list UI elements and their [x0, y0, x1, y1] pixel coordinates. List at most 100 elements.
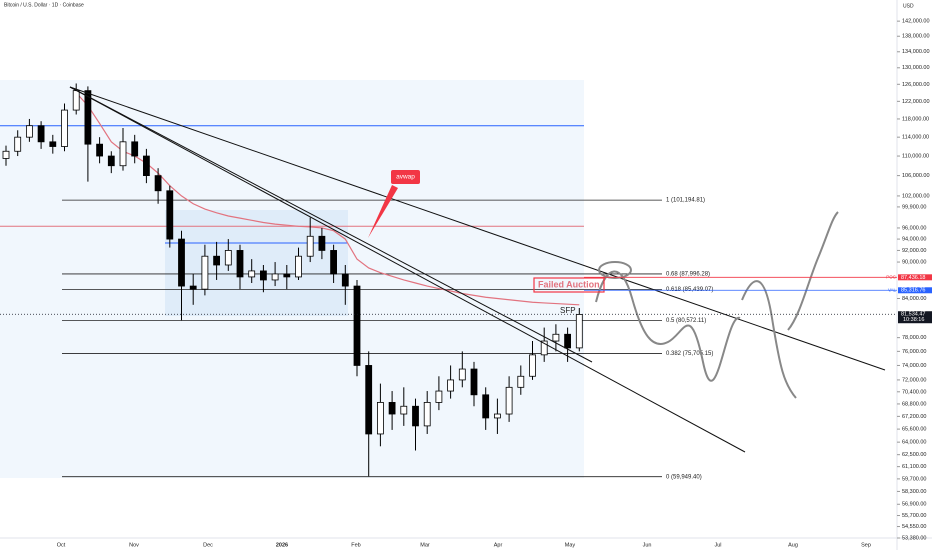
y-tick-label: 94,000.00 — [902, 237, 926, 243]
projection-sketch — [595, 211, 839, 399]
x-tick-label: Mar — [420, 542, 430, 548]
y-tick-label: 64,000.00 — [902, 440, 926, 446]
candle-body — [447, 379, 455, 392]
fib-label: 0.5 (80,572.11) — [666, 318, 706, 324]
x-tick-label: 2026 — [276, 542, 288, 548]
fib-label: 0 (59,949.40) — [666, 474, 702, 480]
candle-body — [213, 255, 221, 266]
y-tick-label: 61,100.00 — [902, 464, 926, 470]
x-tick-label: May — [565, 542, 576, 548]
y-tick-label: 67,200.00 — [902, 414, 926, 420]
callout-pointer — [368, 185, 398, 238]
candle-body — [72, 90, 80, 111]
x-tick-label: Sep — [861, 542, 871, 548]
candle-body — [330, 250, 338, 275]
price-tag — [898, 311, 932, 324]
candle-body — [189, 285, 197, 290]
y-tick-label: 142,000.00 — [902, 19, 930, 25]
candle-body — [96, 143, 103, 157]
price-tag-name: POC — [886, 275, 897, 280]
candle-body — [14, 136, 22, 152]
candle-body — [482, 394, 490, 419]
candle-body — [166, 190, 174, 240]
candle-body — [388, 402, 396, 415]
x-tick-label: Apr — [494, 542, 503, 548]
x-tick-label: Oct — [57, 542, 66, 548]
candle-body — [470, 368, 478, 396]
y-tick-label: 90,000.00 — [902, 260, 926, 266]
fib-label: 0.382 (75,705.15) — [666, 351, 713, 357]
candle-body — [435, 390, 443, 403]
x-tick-label: Feb — [351, 542, 360, 548]
candle-body — [552, 333, 560, 342]
y-tick-label: 56,900.00 — [902, 502, 926, 508]
sketch-circle — [598, 261, 632, 279]
trendline — [69, 86, 886, 371]
y-tick-label: 58,300.00 — [902, 489, 926, 495]
y-tick-label: 130,000.00 — [902, 65, 930, 71]
candle-body — [154, 175, 162, 192]
candle-body — [178, 238, 185, 287]
x-tick-label: Aug — [788, 542, 798, 548]
candle-body — [201, 255, 209, 290]
candle-body — [37, 125, 45, 143]
candle-body — [540, 340, 548, 356]
candle-body — [564, 333, 571, 349]
candle-body — [271, 273, 279, 281]
sfp-label: SFP — [560, 306, 576, 315]
trendline — [69, 86, 746, 453]
price-tag-label: 85,316.76 — [901, 288, 925, 294]
y-tick-label: 54,550.00 — [902, 524, 926, 530]
candle-body — [49, 141, 57, 147]
price-tag — [898, 287, 932, 294]
candle-body — [412, 405, 419, 427]
candle-body — [400, 405, 408, 415]
candle-body — [517, 375, 525, 388]
plot: 1 (101,194.81)0.68 (87,996.28)0.618 (85,… — [0, 83, 713, 480]
candle-body — [341, 273, 349, 287]
price-tag-label: 81,534.47 — [901, 312, 925, 318]
candle-body — [131, 141, 139, 157]
candle-body — [376, 402, 384, 435]
avwap-callout — [391, 170, 420, 184]
y-tick-label: 106,000.00 — [902, 173, 930, 179]
price-tag-name: VAL — [888, 287, 897, 292]
candle-body — [107, 155, 115, 167]
y-tick-label: 53,380.00 — [902, 535, 926, 541]
y-tick-label: 70,400.00 — [902, 389, 926, 395]
y-tick-label: 68,800.00 — [902, 401, 926, 407]
symbol-title: Bitcoin / U.S. Dollar · 1D · Coinbase — [4, 2, 84, 8]
y-tick-label: 55,700.00 — [902, 513, 926, 519]
candle-body — [224, 250, 232, 266]
candle-body — [306, 235, 314, 257]
candle-body — [458, 368, 466, 381]
candle-body — [61, 109, 68, 147]
failed-auction-box — [533, 277, 605, 293]
trendline — [69, 86, 593, 363]
candle-body — [236, 250, 244, 278]
candle-body — [423, 402, 431, 427]
candle-body — [259, 270, 267, 281]
y-tick-label: 110,000.00 — [902, 153, 929, 159]
avwap-label: avwap — [396, 174, 415, 181]
y-tick-label: 102,000.00 — [902, 193, 930, 199]
y-tick-label: 84,000.00 — [902, 296, 926, 302]
trendlines — [69, 86, 886, 453]
candle-body — [2, 150, 10, 159]
y-tick-label: 138,000.00 — [902, 34, 930, 40]
candle-body — [142, 155, 150, 177]
candle-body — [248, 270, 256, 278]
candle-body — [283, 273, 291, 278]
y-tick-label: 72,000.00 — [902, 377, 926, 383]
y-tick-label: 134,000.00 — [902, 49, 930, 55]
failed-auction-label: Failed Auction — [538, 279, 600, 289]
price-tag — [898, 274, 932, 281]
y-tick-label: 78,000.00 — [902, 335, 926, 341]
candle-body — [493, 413, 501, 419]
price-tag-label: 87,436.18 — [901, 275, 925, 281]
fib-label: 1 (101,194.81) — [666, 198, 705, 204]
candle-body — [119, 141, 127, 167]
y-tick-label: 74,000.00 — [902, 363, 926, 369]
candle-body — [529, 354, 536, 377]
